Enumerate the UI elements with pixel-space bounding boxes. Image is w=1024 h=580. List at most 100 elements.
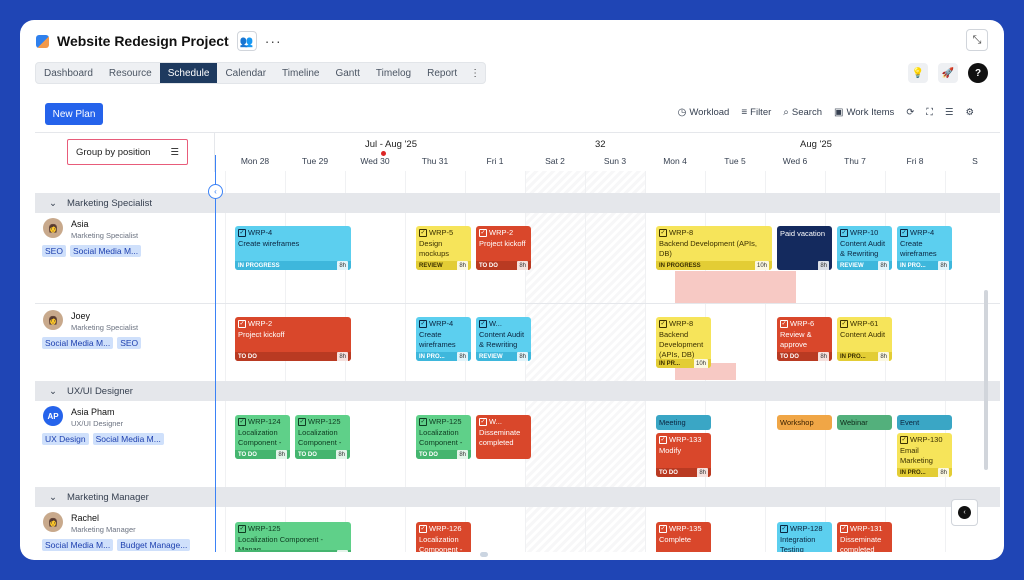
members-icon[interactable]: 👥	[236, 31, 257, 51]
day-column	[465, 171, 525, 552]
tab-timeline[interactable]: Timeline	[282, 68, 320, 79]
more-options-icon[interactable]: ···	[264, 33, 282, 49]
work-items-button[interactable]: ▣ Work Items	[834, 107, 894, 118]
task-id-label: WRP-125	[308, 417, 341, 426]
group-by-dropdown[interactable]: Group by position ☰	[67, 139, 188, 165]
skill-tag: Social Media M...	[42, 337, 114, 349]
tabs-more-icon[interactable]: ⋮	[470, 68, 481, 79]
task-card[interactable]: ✓ WRP-6 Review & approve TO DO 8h	[777, 317, 832, 361]
task-id: ✓ WRP-61	[840, 319, 889, 329]
task-card[interactable]: Paid vacation 8h	[777, 226, 832, 270]
avatar[interactable]: 👩	[43, 218, 63, 238]
task-card[interactable]: ✓ WRP-61 Content Audit IN PRO... 8h	[837, 317, 892, 361]
task-card[interactable]: ✓ WRP-8 Backend Development (APIs, DB) IN P…	[656, 226, 772, 270]
avatar[interactable]: 👩	[43, 512, 63, 532]
task-card[interactable]: ✓ WRP-2 Project kickoff TO DO 8h	[235, 317, 351, 361]
chevron-left-icon[interactable]: ‹	[208, 184, 223, 199]
help-icon[interactable]: ?	[968, 63, 988, 83]
new-plan-button[interactable]: New Plan	[45, 103, 103, 125]
task-card[interactable]: Webinar	[837, 415, 892, 430]
workload-button[interactable]: ◷ Workload	[678, 107, 730, 118]
avatar[interactable]: AP	[43, 406, 63, 426]
filter-button[interactable]: ≡ Filter	[741, 107, 771, 118]
workload-label: Workload	[689, 107, 730, 118]
checkbox-icon: ✓	[419, 525, 427, 533]
hours-badge: 8h	[818, 351, 829, 361]
tab-gantt[interactable]: Gantt	[335, 68, 360, 79]
status-badge: TO DO	[238, 353, 257, 360]
group-ux-ui-designer[interactable]: ⌄ UX/UI Designer	[35, 381, 1000, 401]
skill-tag: UX Design	[42, 433, 89, 445]
day-header: Sat 2	[545, 156, 565, 166]
day-column	[225, 171, 285, 552]
task-card[interactable]: ✓ W... Disseminate completed	[476, 415, 531, 459]
task-card[interactable]: Meeting	[656, 415, 711, 430]
tab-calendar[interactable]: Calendar	[225, 68, 267, 79]
rocket-icon[interactable]: 🚀	[938, 63, 958, 83]
task-id-label: WRP-125	[429, 417, 462, 426]
tab-timelog[interactable]: Timelog	[375, 68, 412, 79]
task-name: Localization Component -	[419, 428, 463, 447]
checkbox-icon: ✓	[479, 418, 487, 426]
group-marketing-specialist[interactable]: ⌄ Marketing Specialist	[35, 193, 1000, 213]
task-card[interactable]: ✓ WRP-125 Localization Component - Manag..…	[235, 522, 351, 552]
settings-gear-icon[interactable]: ⚙	[965, 107, 974, 118]
task-footer: TO DO 8h	[235, 449, 290, 459]
sliders-icon[interactable]: ☰	[944, 107, 954, 118]
task-footer: TO DO 8h	[295, 449, 350, 459]
day-column	[765, 171, 825, 552]
checkbox-icon: ✓	[479, 320, 487, 328]
task-card[interactable]: ✓ WRP-125 Localization Component - TO DO 8h	[295, 415, 350, 459]
task-card[interactable]: ✓ W... Content Audit & Rewriting REVIEW 8h	[476, 317, 531, 361]
chevron-down-icon: ⌄	[49, 197, 57, 209]
search-button[interactable]: ⌕ Search	[783, 107, 822, 118]
group-marketing-manager[interactable]: ⌄ Marketing Manager	[35, 487, 1000, 507]
checkbox-icon: ✓	[238, 525, 246, 533]
task-card[interactable]: ✓ WRP-10 Content Audit & Rewriting REVIEW 8h	[837, 226, 892, 270]
task-card[interactable]: ✓ WRP-4 Create wireframes IN PRO... 8h	[416, 317, 471, 361]
today-line	[215, 155, 216, 552]
vertical-scrollbar[interactable]	[984, 290, 988, 470]
task-name: Disseminate completed	[840, 535, 882, 552]
person-name: Joey	[71, 311, 91, 321]
status-badge: IN PROGRESS	[238, 262, 280, 269]
task-card[interactable]: ✓ WRP-4 Create wireframes IN PRO... 8h	[897, 226, 952, 270]
task-card[interactable]: ✓ WRP-124 Localization Component - TO DO 8h	[235, 415, 290, 459]
task-card[interactable]: Workshop	[777, 415, 832, 430]
task-card[interactable]: ✓ WRP-125 Localization Component - TO DO 8h	[416, 415, 471, 459]
tab-report[interactable]: Report	[427, 68, 458, 79]
tab-dashboard[interactable]: Dashboard	[44, 68, 93, 79]
day-column	[345, 171, 405, 552]
status-badge: TO DO	[659, 469, 678, 476]
refresh-icon[interactable]: ⟳	[906, 107, 915, 118]
tab-resource[interactable]: Resource	[108, 68, 152, 79]
task-card[interactable]: ✓ WRP-130 Email Marketing IN PRO... 8h	[897, 433, 952, 477]
skill-tag: Social Media M...	[69, 245, 142, 257]
task-card[interactable]: ✓ WRP-5 Design mockups REVIEW 8h	[416, 226, 471, 270]
lightbulb-icon[interactable]: 💡	[908, 63, 928, 83]
search-label: Search	[791, 107, 822, 118]
task-footer: REVIEW 8h	[476, 351, 531, 361]
tab-schedule[interactable]: Schedule	[159, 63, 218, 83]
group-label: Marketing Manager	[66, 491, 149, 503]
avatar[interactable]: 👩	[43, 310, 63, 330]
task-card[interactable]: ✓ WRP-8 Backend Development (APIs, DB) IN P…	[656, 317, 711, 368]
collapse-panel-button[interactable]: ‹	[951, 499, 978, 526]
resize-handle[interactable]	[480, 552, 488, 557]
task-id: ✓ WRP-124	[238, 417, 287, 427]
collapse-icon[interactable]: ⤡	[966, 29, 988, 51]
task-footer: IN PR... 10h	[656, 358, 711, 368]
task-footer: IN PRO... 8h	[897, 260, 952, 270]
task-footer: TO DO 8h	[656, 467, 711, 477]
hours-badge: 10h	[693, 358, 708, 368]
task-card[interactable]: ✓ WRP-2 Project kickoff TO DO 8h	[476, 226, 531, 270]
task-card[interactable]: ✓ WRP-133 Modify TO DO 8h	[656, 433, 711, 477]
task-card[interactable]: ✓ WRP-4 Create wireframes IN PROGRESS 8h	[235, 226, 351, 270]
hours-badge: 8h	[878, 260, 889, 270]
fullscreen-icon[interactable]: ⛶	[926, 107, 933, 118]
task-card[interactable]: Event	[897, 415, 952, 430]
